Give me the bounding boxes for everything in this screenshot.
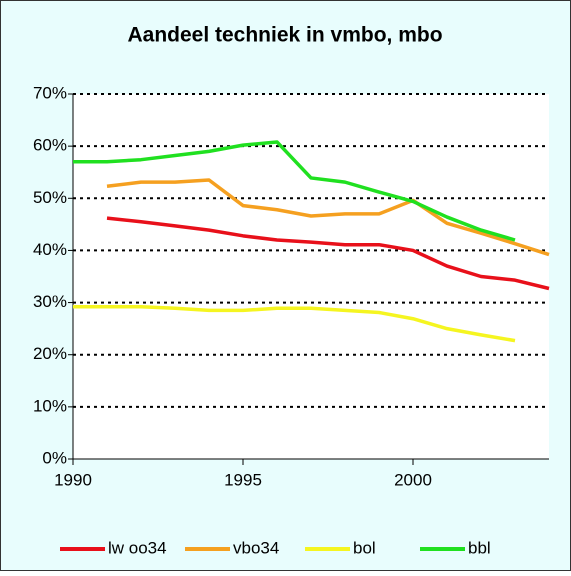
y-tick-label: 20% bbox=[33, 344, 67, 363]
y-tick-label: 0% bbox=[42, 448, 67, 467]
x-tick-label: 2000 bbox=[394, 470, 432, 489]
y-tick-label: 10% bbox=[33, 396, 67, 415]
y-tick-label: 40% bbox=[33, 240, 67, 259]
series-line bbox=[106, 216, 550, 291]
legend-label: bol bbox=[353, 538, 376, 557]
series-line bbox=[73, 140, 516, 242]
x-tick-label: 1995 bbox=[224, 470, 262, 489]
legend-label: lw oo34 bbox=[108, 538, 167, 557]
chart-title: Aandeel techniek in vmbo, mbo bbox=[127, 24, 442, 47]
y-tick-label: 50% bbox=[33, 188, 67, 207]
y-tick-label: 70% bbox=[33, 83, 67, 102]
series-line bbox=[106, 178, 550, 257]
y-tick-label: 30% bbox=[33, 292, 67, 311]
legend-label: vbo34 bbox=[233, 538, 279, 557]
x-tick-label: 1990 bbox=[54, 470, 92, 489]
series-line bbox=[73, 304, 516, 343]
plot-area bbox=[73, 94, 549, 459]
y-tick-label: 60% bbox=[33, 136, 67, 155]
legend-label: bbl bbox=[468, 538, 491, 557]
